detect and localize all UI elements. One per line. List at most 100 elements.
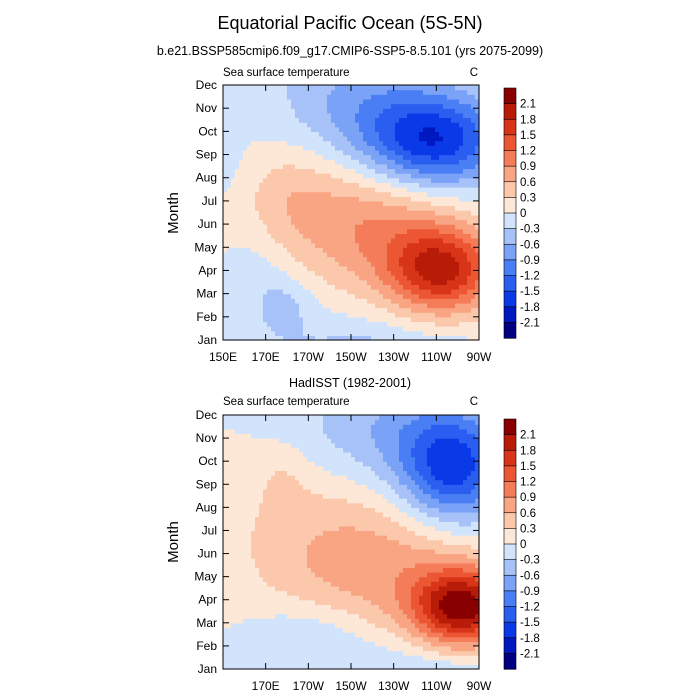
heatmap-cell	[279, 428, 284, 435]
heatmap-cell	[243, 433, 248, 439]
heatmap-cell	[263, 447, 268, 453]
panel-units-label: C	[470, 396, 478, 408]
heatmap-cell	[243, 576, 248, 582]
heatmap-cell	[223, 265, 228, 272]
heatmap-cell	[355, 302, 360, 309]
heatmap-cell	[463, 307, 468, 313]
heatmap-cell	[295, 173, 300, 179]
heatmap-cell	[351, 131, 356, 137]
heatmap-cell	[291, 154, 296, 160]
heatmap-cell	[383, 145, 388, 151]
heatmap-cell	[287, 548, 292, 555]
heatmap-cell	[235, 507, 240, 513]
heatmap-cell	[263, 103, 268, 109]
heatmap-cell	[423, 94, 428, 100]
heatmap-cell	[447, 293, 452, 299]
heatmap-cell	[459, 293, 464, 299]
heatmap-cell	[307, 451, 312, 458]
heatmap-cell	[267, 214, 272, 221]
heatmap-cell	[255, 525, 260, 532]
heatmap-cell	[311, 604, 316, 610]
heatmap-cell	[419, 316, 424, 323]
heatmap-cell	[283, 516, 288, 522]
heatmap-cell	[403, 89, 408, 95]
heatmap-cell	[231, 548, 236, 555]
heatmap-cell	[407, 265, 412, 272]
heatmap-cell	[335, 210, 340, 216]
heatmap-cell	[335, 312, 340, 318]
heatmap-cell	[447, 122, 452, 128]
heatmap-cell	[459, 154, 464, 160]
heatmap-cell	[275, 424, 280, 430]
heatmap-cell	[419, 205, 424, 211]
heatmap-cell	[239, 136, 244, 142]
heatmap-cell	[311, 447, 316, 453]
heatmap-cell	[275, 493, 280, 499]
heatmap-cell	[239, 599, 244, 605]
heatmap-cell	[399, 205, 404, 211]
heatmap-cell	[243, 498, 248, 504]
heatmap-cell	[227, 335, 232, 341]
heatmap-cell	[343, 94, 348, 100]
heatmap-cell	[275, 284, 280, 290]
heatmap-cell	[351, 224, 356, 230]
heatmap-cell	[235, 326, 240, 332]
heatmap-cell	[339, 131, 344, 137]
heatmap-cell	[255, 470, 260, 476]
heatmap-cell	[347, 289, 352, 295]
heatmap-cell	[283, 326, 288, 332]
heatmap-cell	[291, 475, 296, 481]
heatmap-cell	[247, 659, 252, 665]
heatmap-cell	[247, 270, 252, 276]
heatmap-cell	[339, 242, 344, 248]
heatmap-cell	[367, 177, 372, 183]
heatmap-cell	[231, 539, 236, 545]
heatmap-cell	[227, 136, 232, 142]
heatmap-cell	[275, 590, 280, 596]
heatmap-cell	[227, 456, 232, 462]
heatmap-cell	[307, 154, 312, 160]
heatmap-cell	[319, 438, 324, 444]
heatmap-cell	[299, 645, 304, 652]
heatmap-cell	[283, 655, 288, 661]
heatmap-cell	[447, 256, 452, 262]
heatmap-cell	[463, 112, 468, 119]
heatmap-cell	[327, 94, 332, 100]
heatmap-cell	[459, 256, 464, 262]
heatmap-cell	[271, 316, 276, 323]
heatmap-cell	[403, 131, 408, 137]
heatmap-cell	[351, 326, 356, 332]
heatmap-cell	[227, 664, 232, 670]
heatmap-cell	[243, 173, 248, 179]
heatmap-cell	[347, 307, 352, 313]
heatmap-cell	[251, 604, 256, 610]
heatmap-cell	[451, 126, 456, 132]
heatmap-cell	[307, 424, 312, 430]
heatmap-cell	[455, 159, 460, 165]
heatmap-cell	[327, 298, 332, 304]
heatmap-cell	[271, 326, 276, 332]
heatmap-cell	[291, 163, 296, 170]
heatmap-cell	[411, 112, 416, 119]
heatmap-cell	[303, 210, 308, 216]
heatmap-cell	[455, 251, 460, 258]
heatmap-cell	[235, 456, 240, 462]
heatmap-cell	[463, 247, 468, 253]
heatmap-cell	[343, 103, 348, 109]
heatmap-cell	[271, 196, 276, 202]
heatmap-cell	[267, 98, 272, 105]
heatmap-cell	[319, 251, 324, 258]
heatmap-cell	[303, 219, 308, 225]
heatmap-cell	[423, 131, 428, 137]
heatmap-cell	[259, 242, 264, 248]
heatmap-cell	[263, 511, 268, 518]
heatmap-cell	[311, 544, 316, 550]
heatmap-cell	[443, 256, 448, 262]
heatmap-cell	[367, 191, 372, 197]
heatmap-cell	[271, 516, 276, 522]
heatmap-cell	[231, 163, 236, 170]
heatmap-cell	[255, 645, 260, 652]
heatmap-cell	[283, 548, 288, 555]
heatmap-cell	[299, 618, 304, 624]
heatmap-cell	[223, 424, 228, 430]
